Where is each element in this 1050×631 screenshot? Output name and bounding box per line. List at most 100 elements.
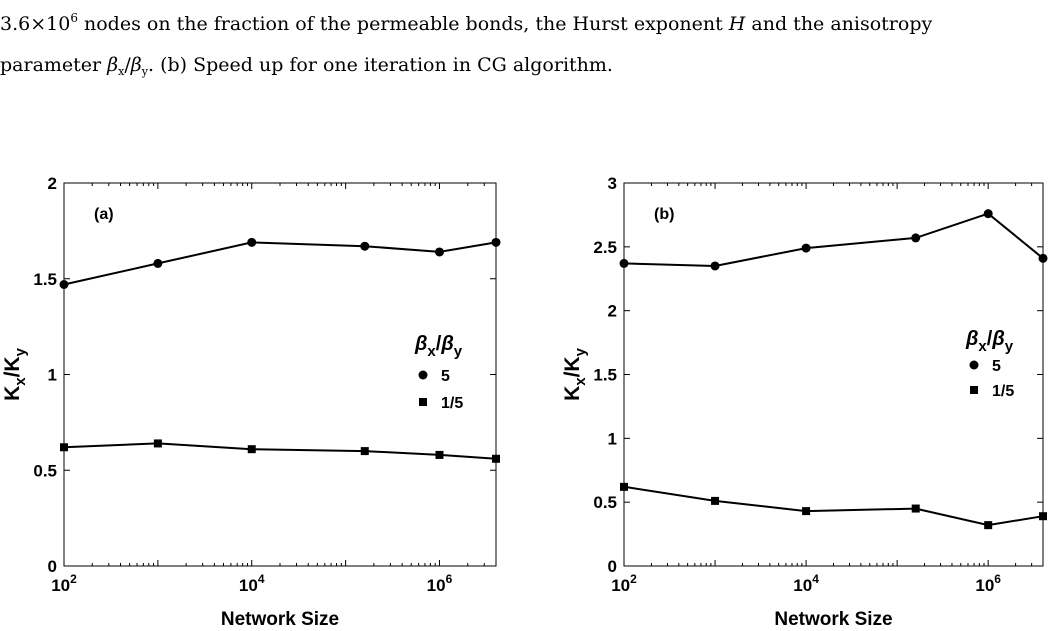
- x-tick-base: 10: [51, 576, 70, 595]
- y-tick-label: 1: [48, 366, 57, 385]
- data-point-square: [620, 482, 628, 491]
- data-point-square: [711, 496, 720, 505]
- data-point-square: [435, 450, 444, 459]
- data-point-square: [247, 445, 256, 454]
- x-tick-label: 104: [793, 572, 819, 595]
- y-label-sub: y: [572, 347, 589, 356]
- y-label-k: K: [1, 386, 24, 401]
- y-tick-label: 0.5: [593, 493, 617, 512]
- legend-beta: β: [414, 333, 427, 355]
- y-label-slash: /K: [1, 356, 24, 377]
- plot-frame: [623, 182, 1044, 567]
- x-tick-exponent: 2: [70, 572, 77, 586]
- legend-title: βx/βy: [965, 328, 1014, 355]
- x-tick-exponent: 4: [812, 572, 819, 586]
- data-point-square: [360, 447, 369, 456]
- x-tick-base: 10: [611, 576, 630, 595]
- x-axis-label: Network Size: [221, 609, 339, 630]
- y-axis-label: Kx/Ky: [1, 347, 29, 401]
- caption-slash: /: [124, 54, 131, 76]
- x-tick-exponent: 4: [258, 572, 265, 586]
- x-tick-label: 106: [427, 572, 453, 595]
- legend-entry-label: 5: [992, 358, 1001, 375]
- legend-sub: x: [978, 338, 987, 355]
- caption-node-count: 3.6×10: [0, 13, 71, 35]
- y-label-sub: x: [12, 377, 29, 386]
- series-line-beta-1-5: [623, 485, 1044, 527]
- y-axis-label: Kx/Ky: [561, 347, 589, 401]
- data-point-square: [60, 443, 68, 452]
- caption-line-2: parameter βx/βy. (b) Speed up for one it…: [0, 45, 1050, 86]
- x-tick-label: 104: [239, 572, 265, 595]
- legend-sub: y: [454, 343, 463, 360]
- x-tick-base: 10: [793, 576, 812, 595]
- legend-entry-label: 1/5: [992, 383, 1014, 400]
- data-point-circle: [911, 233, 921, 243]
- x-tick-exponent: 6: [994, 572, 1001, 586]
- y-tick-label: 1: [608, 429, 617, 448]
- y-tick-label: 0: [608, 557, 617, 576]
- legend-slash: /: [987, 328, 993, 350]
- x-tick-base: 10: [427, 576, 446, 595]
- series-line-beta-5: [623, 212, 1044, 268]
- legend-marker-square: [970, 386, 978, 394]
- data-point-square: [153, 439, 162, 448]
- legend-sub: y: [1005, 338, 1014, 355]
- legend-beta: β: [991, 328, 1004, 350]
- data-point-circle: [247, 237, 257, 247]
- x-tick-label: 102: [611, 572, 637, 595]
- legend-marker-square: [419, 398, 427, 406]
- caption-text: nodes on the fraction of the permeable b…: [77, 13, 729, 35]
- legend-slash: /: [436, 333, 442, 355]
- x-tick-label: 102: [51, 572, 77, 595]
- series-line-beta-5: [63, 241, 497, 286]
- x-tick-exponent: 6: [446, 572, 453, 586]
- figure-caption: 3.6×106 nodes on the fraction of the per…: [0, 4, 1050, 86]
- x-tick-base: 10: [975, 576, 994, 595]
- plot-frame: [63, 182, 497, 567]
- data-point-circle: [59, 279, 69, 289]
- x-tick-label: 106: [975, 572, 1001, 595]
- x-axis-label: Network Size: [774, 609, 892, 630]
- caption-hurst-symbol: H: [728, 13, 746, 35]
- data-point-square: [911, 504, 920, 513]
- caption-sub-x: x: [118, 65, 125, 78]
- data-point-square: [1039, 512, 1047, 521]
- data-point-circle: [619, 258, 629, 268]
- data-point-circle: [1038, 253, 1048, 263]
- caption-text: and the anisotropy: [745, 13, 933, 35]
- caption-node-exponent: 6: [70, 11, 78, 25]
- data-point-circle: [153, 258, 163, 268]
- y-tick-label: 0: [48, 557, 57, 576]
- y-label-sub: y: [12, 347, 29, 356]
- caption-text: parameter: [0, 54, 108, 76]
- legend-entry-label: 1/5: [441, 395, 463, 412]
- caption-beta-y: β: [130, 54, 142, 76]
- legend-beta: β: [965, 328, 978, 350]
- series-line-beta-1-5: [63, 442, 497, 460]
- legend-marker-circle: [418, 370, 428, 380]
- data-point-square: [984, 521, 993, 530]
- data-point-square: [492, 454, 500, 463]
- panel-label: (a): [94, 206, 114, 223]
- caption-sub-y: y: [141, 65, 148, 78]
- y-tick-label: 2.5: [593, 238, 617, 257]
- legend-beta: β: [440, 333, 453, 355]
- y-tick-label: 2: [608, 302, 617, 321]
- legend-marker-circle: [969, 360, 979, 370]
- data-point-circle: [360, 241, 370, 251]
- legend-title: βx/βy: [414, 333, 463, 360]
- y-label-slash: /K: [561, 356, 584, 377]
- data-point-square: [802, 507, 811, 516]
- y-tick-label: 0.5: [33, 461, 57, 480]
- caption-text: . (b) Speed up for one iteration in CG a…: [147, 54, 613, 76]
- y-tick-label: 2: [48, 174, 57, 193]
- y-tick-label: 1.5: [33, 270, 57, 289]
- x-tick-exponent: 2: [630, 572, 637, 586]
- data-point-circle: [491, 237, 501, 247]
- legend-sub: x: [427, 343, 436, 360]
- caption-line-1: 3.6×106 nodes on the fraction of the per…: [0, 4, 1050, 45]
